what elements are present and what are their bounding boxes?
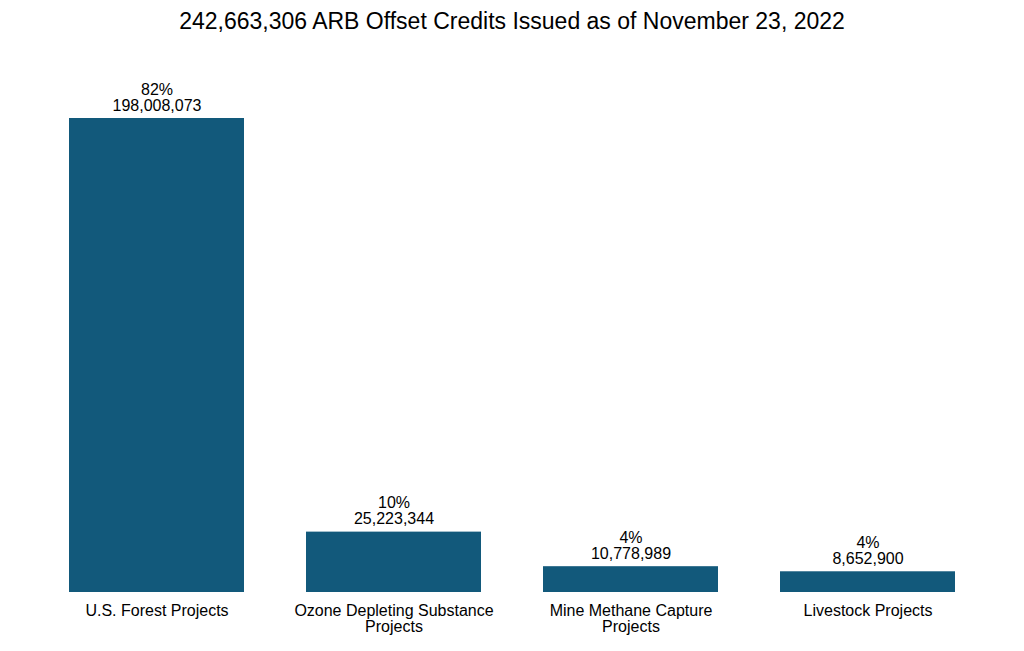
svg-text:4%8,652,900: 4%8,652,900 xyxy=(832,534,903,567)
html-text:242,663,306 ARB Offset Credits: 242,663,306 ARB Offset Credits Issued as… xyxy=(179,8,845,34)
svg-text:82%198,008,073: 82%198,008,073 xyxy=(113,81,202,114)
svg-text:Livestock Projects: Livestock Projects xyxy=(804,602,933,619)
svg-text:U.S. Forest Projects: U.S. Forest Projects xyxy=(85,602,228,619)
svg-text:4%10,778,989: 4%10,778,989 xyxy=(591,529,671,562)
svg-text:10%25,223,344: 10%25,223,344 xyxy=(354,494,434,527)
svg-text:Ozone Depleting SubstanceProje: Ozone Depleting SubstanceProjects xyxy=(294,602,493,635)
svg-text:Mine Methane CaptureProjects: Mine Methane CaptureProjects xyxy=(550,602,713,635)
